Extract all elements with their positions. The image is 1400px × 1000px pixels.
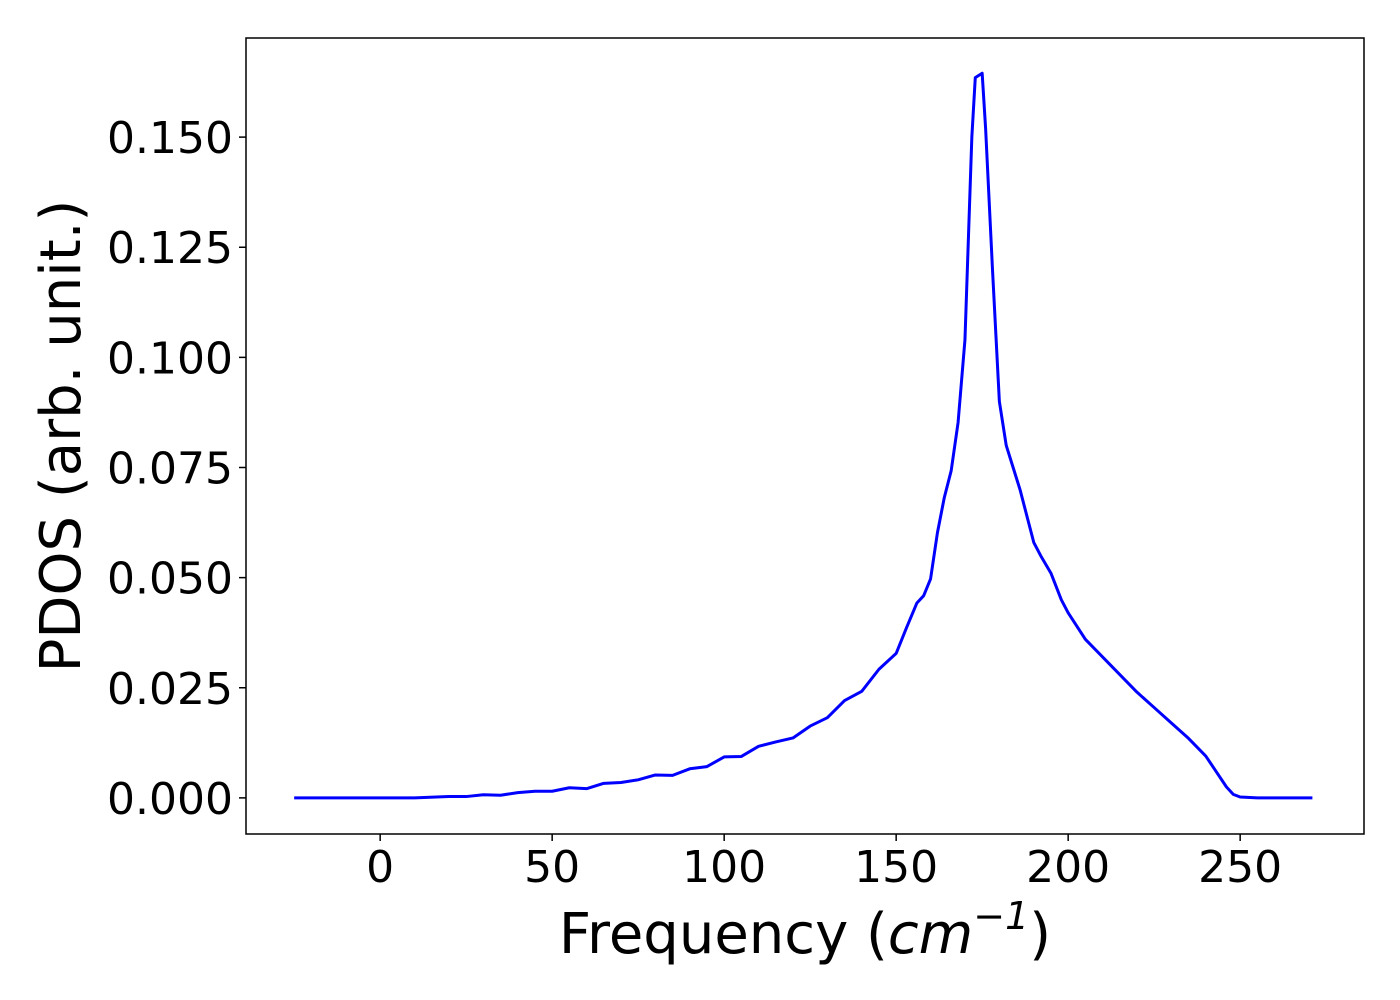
x-tick-label: 250 <box>1198 842 1282 893</box>
x-axis: 0 50 100 150 200 250 <box>366 834 1282 893</box>
y-tick-label: 0.100 <box>107 333 233 384</box>
x-tick-label: 0 <box>366 842 394 893</box>
y-tick-label: 0.000 <box>107 774 233 825</box>
y-tick-label: 0.050 <box>107 554 233 605</box>
x-axis-label-close: ) <box>1029 902 1051 967</box>
pdos-line <box>294 71 1313 800</box>
y-tick-label: 0.125 <box>107 223 233 274</box>
x-tick-label: 150 <box>854 842 938 893</box>
y-tick-label: 0.025 <box>107 664 233 715</box>
x-tick-label: 200 <box>1026 842 1110 893</box>
y-axis: 0.000 0.025 0.050 0.075 0.100 0.125 0.150 <box>107 113 246 825</box>
x-axis-label-unit: cm <box>888 902 973 967</box>
x-tick-label: 100 <box>682 842 766 893</box>
y-axis-label: PDOS (arb. unit.) <box>29 200 94 673</box>
y-tick-label: 0.075 <box>107 443 233 494</box>
axes-frame <box>245 37 1365 835</box>
x-axis-label-open: Frequency ( <box>559 902 888 967</box>
plot-area <box>294 71 1313 800</box>
x-axis-label: Frequency (cm−1) <box>559 894 1051 967</box>
x-axis-label-exponent: −1 <box>973 894 1029 938</box>
y-tick-label: 0.150 <box>107 113 233 164</box>
x-tick-label: 50 <box>524 842 580 893</box>
